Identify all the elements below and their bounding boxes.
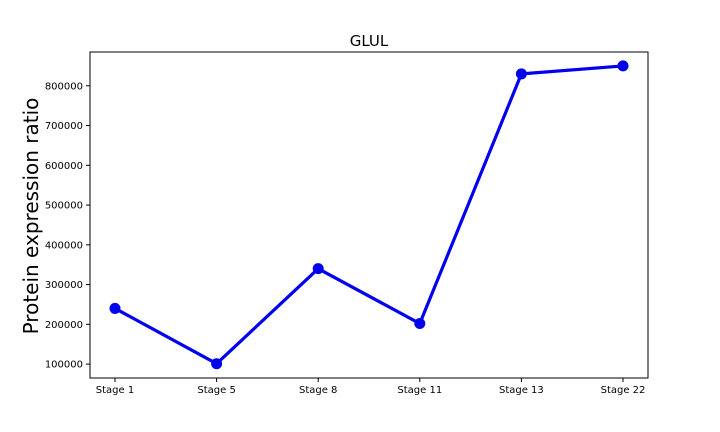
- x-tick-label: Stage 11: [397, 385, 442, 396]
- y-tick-label: 800000: [45, 81, 83, 92]
- y-tick-label: 200000: [45, 320, 83, 331]
- y-axis-label: Protein expression ratio: [19, 98, 43, 335]
- y-tick-label: 700000: [45, 121, 83, 132]
- data-point: [211, 358, 223, 370]
- x-tick-label: Stage 5: [197, 385, 235, 396]
- series-layer: [109, 60, 629, 370]
- y-tick-label: 300000: [45, 280, 83, 291]
- x-tick-label: Stage 1: [96, 385, 134, 396]
- chart-title: GLUL: [350, 32, 389, 50]
- data-point: [617, 60, 629, 72]
- series-line: [113, 64, 625, 366]
- data-point: [414, 318, 426, 330]
- data-point: [109, 302, 121, 314]
- y-axis-ticks: 100000 200000 300000 400000 500000 600000 7000…: [45, 81, 90, 371]
- data-point: [515, 68, 527, 80]
- y-tick-label: 400000: [45, 240, 83, 251]
- x-axis-ticks: Stage 1 Stage 5 Stage 8 Stage 11 Stage 13 Sta…: [96, 378, 646, 396]
- x-tick-label: Stage 22: [601, 385, 646, 396]
- y-tick-label: 100000: [45, 360, 83, 371]
- x-tick-label: Stage 13: [499, 385, 544, 396]
- y-tick-label: 500000: [45, 201, 83, 212]
- y-tick-label: 600000: [45, 161, 83, 172]
- data-point: [312, 263, 324, 275]
- plot-area-frame: [89, 51, 649, 379]
- x-tick-label: Stage 8: [299, 385, 337, 396]
